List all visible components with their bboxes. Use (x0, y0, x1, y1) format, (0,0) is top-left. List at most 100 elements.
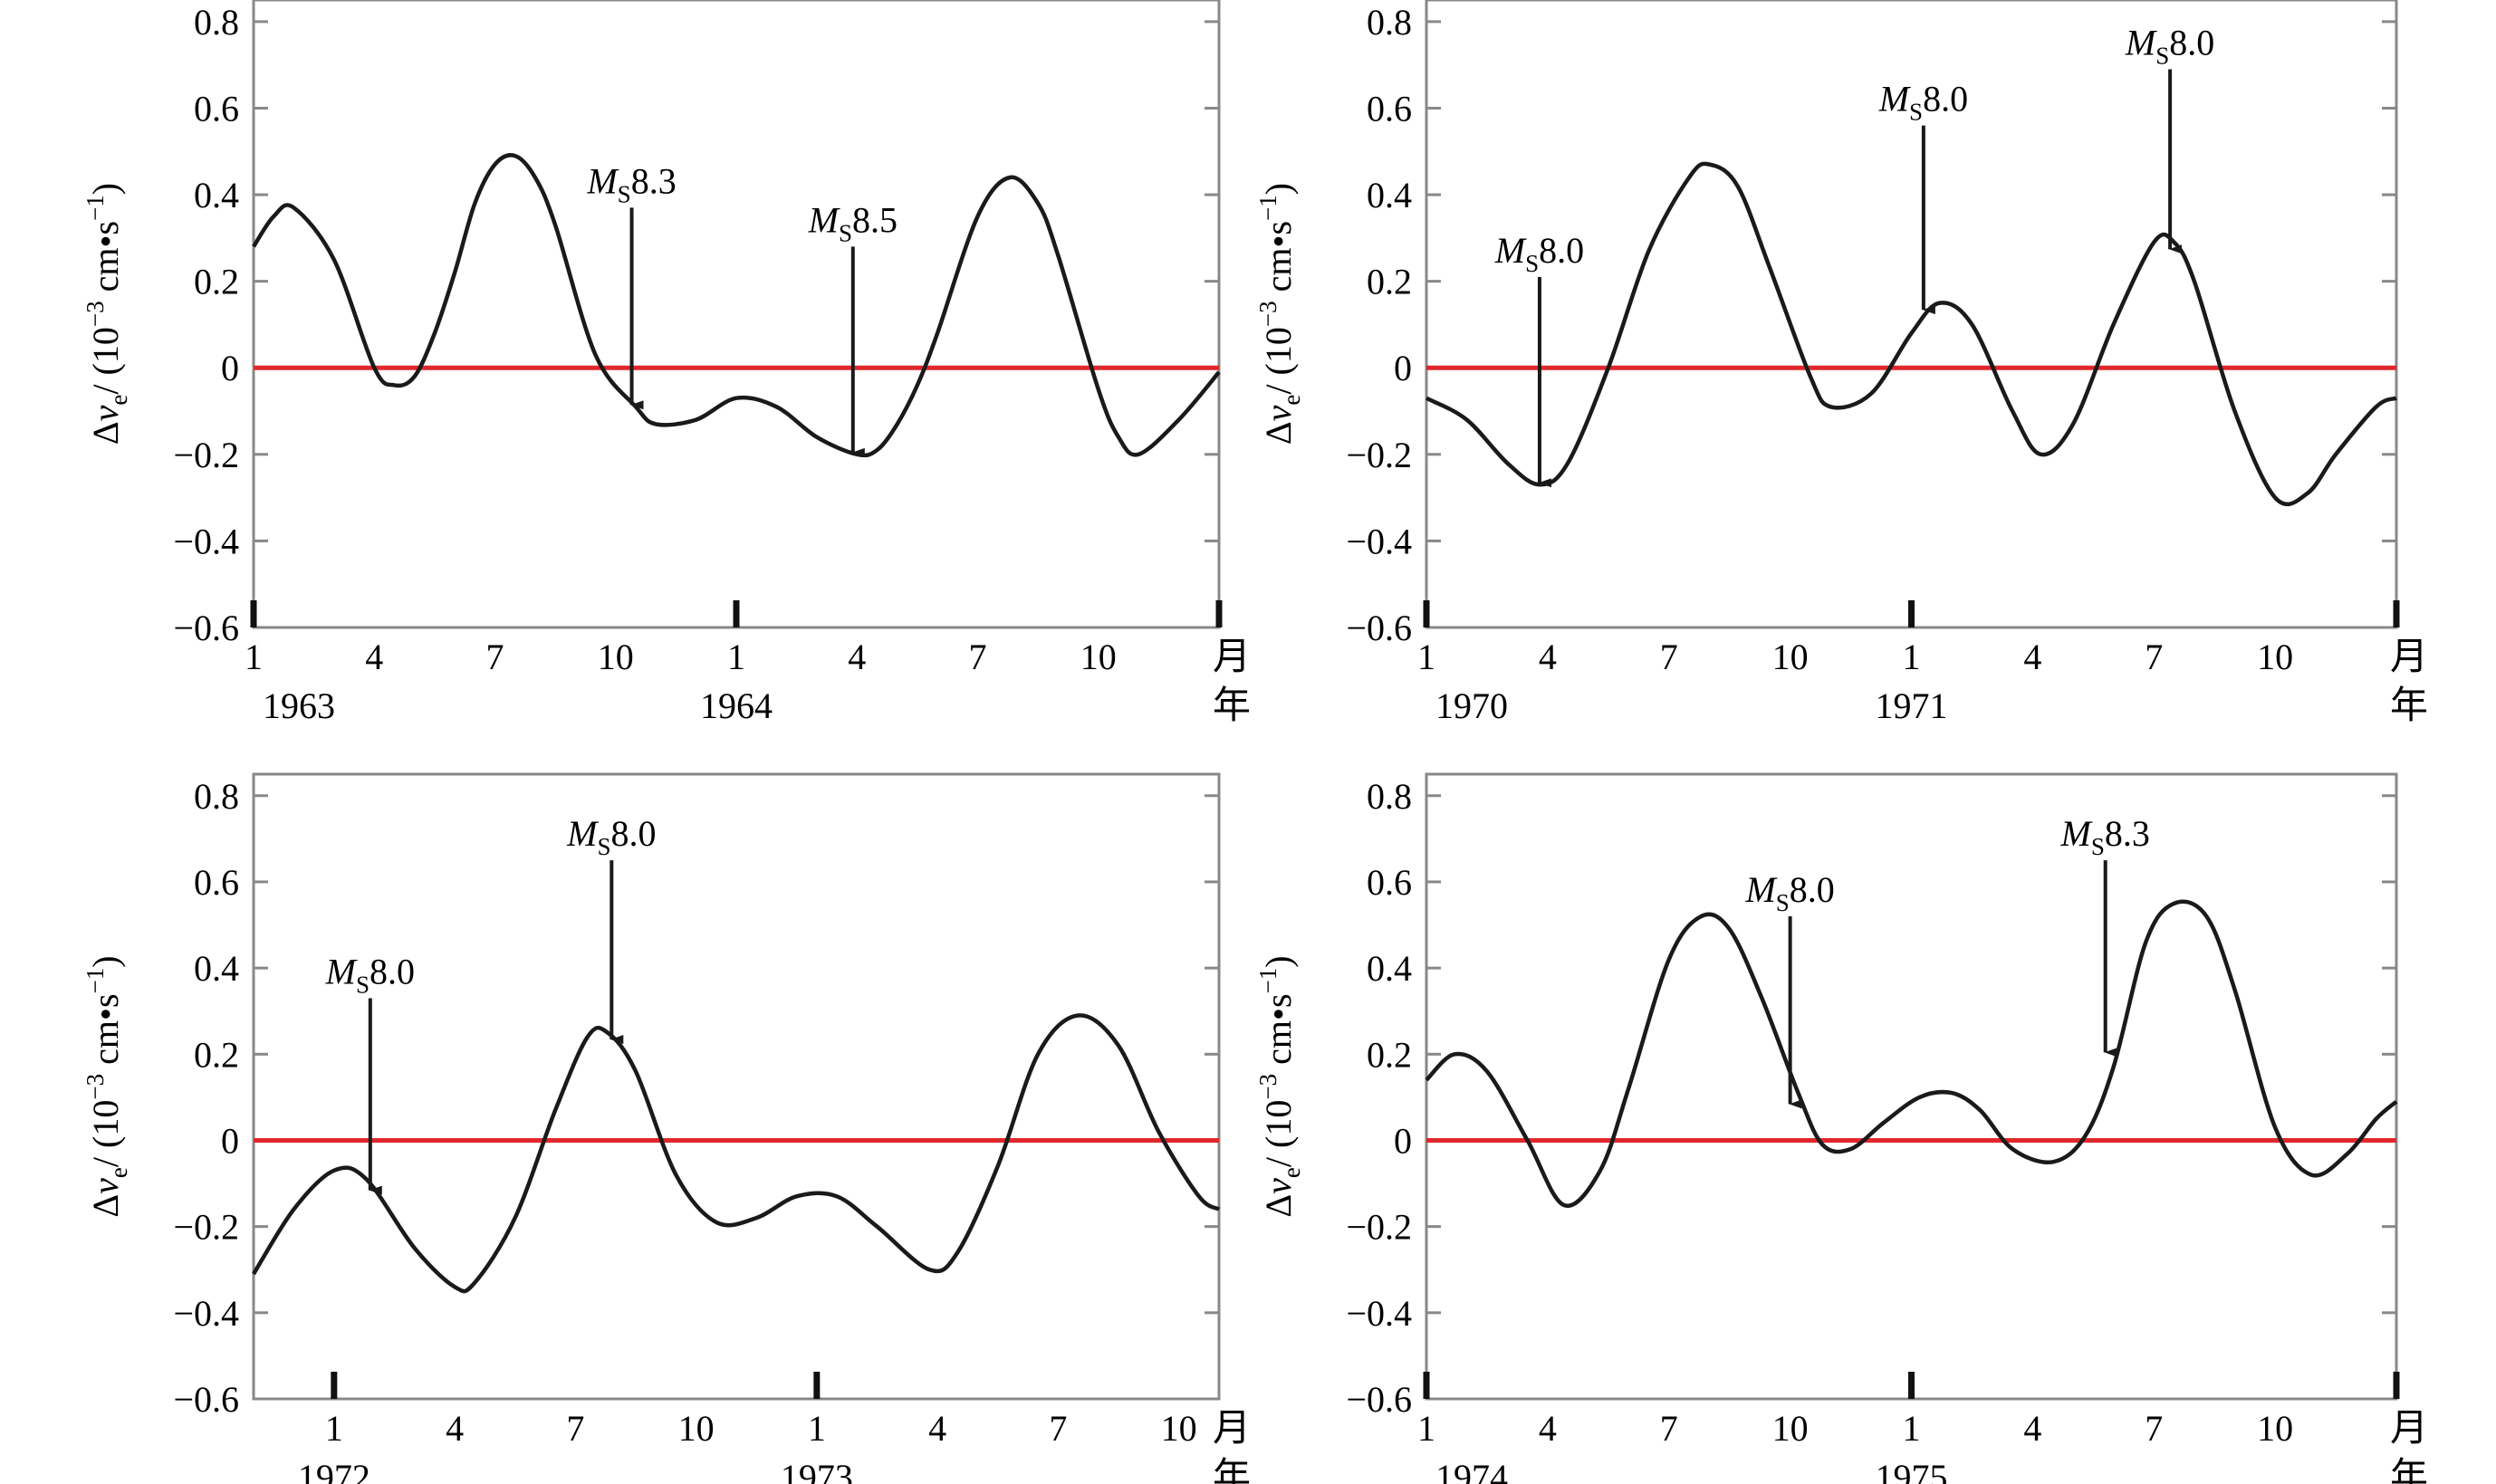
y-tick-label: 0 (1394, 348, 1412, 388)
month-unit-label: 月 (2390, 637, 2428, 678)
y-tick-label: 0.8 (1367, 2, 1412, 43)
y-tick-label: −0.4 (173, 1293, 239, 1334)
x-tick-label: 10 (1772, 637, 1809, 677)
x-tick-label: 4 (2023, 1408, 2041, 1449)
y-tick-label: −0.2 (1346, 1207, 1412, 1248)
series-line (1425, 899, 2398, 1208)
x-tick-label: 1 (325, 1408, 343, 1449)
x-tick-label: 4 (365, 637, 383, 677)
year-label: 1963 (263, 685, 335, 726)
y-tick-label: −0.4 (173, 521, 239, 561)
x-tick-label: 1 (1417, 637, 1435, 677)
panel-top-right: 0.8 0.6 0.4 0.2 0 −0.2 −0.4 −0.6 Δve/ (10−3 cm•s… (1254, 0, 2428, 727)
event-label: MS8.0 (2125, 22, 2214, 69)
x-tick-label: 4 (1539, 1408, 1557, 1449)
panel-bottom-left: 0.8 0.6 0.4 0.2 0 −0.2 −0.4 −0.6 Δve/ (10−3 cm•s… (82, 772, 1251, 1484)
y-tick-label: 0.4 (1367, 175, 1412, 215)
y-tick-label: −0.4 (1346, 521, 1412, 561)
series-line (1425, 161, 2397, 507)
y-tick-label: 0.8 (194, 776, 239, 817)
x-tick-label: 1 (727, 637, 745, 677)
event-label: MS8.3 (2060, 813, 2150, 860)
x-tick-label: 7 (566, 1408, 584, 1449)
x-tick-label: 4 (446, 1408, 464, 1449)
y-tick-label: 0 (221, 1120, 239, 1161)
x-tick-label: 1 (1903, 637, 1921, 677)
x-tick-label: 10 (678, 1408, 715, 1449)
year-label: 1974 (1435, 1457, 1508, 1484)
year-unit-label: 年 (1213, 1456, 1251, 1484)
x-tick-label: 7 (1660, 1408, 1678, 1449)
year-unit-label: 年 (2390, 1456, 2428, 1484)
x-tick-label: 4 (1539, 637, 1557, 677)
y-tick-label: 0.8 (194, 2, 239, 43)
y-tick-label: −0.6 (1346, 1379, 1412, 1420)
month-unit-label: 月 (2390, 1408, 2428, 1450)
y-tick-label: −0.2 (1346, 435, 1412, 475)
plot-frame (1425, 772, 2398, 1401)
series-line (252, 1013, 1221, 1294)
panel-bottom-right: 0.8 0.6 0.4 0.2 0 −0.2 −0.4 −0.6 Δve/ (10−3 cm•s… (1254, 772, 2428, 1484)
y-tick-label: 0.2 (194, 1034, 239, 1075)
x-tick-label: 10 (1772, 1408, 1809, 1449)
y-axis-label: Δve/ (10−3 cm•s−1) (1254, 955, 1305, 1217)
y-tick-label: 0 (1394, 1120, 1412, 1161)
x-tick-label: 4 (928, 1408, 946, 1449)
x-tick-label: 1 (1903, 1408, 1921, 1449)
x-tick-label: 10 (598, 637, 634, 677)
y-axis-label: Δve/ (10−3 cm•s−1) (82, 183, 132, 445)
y-axis-label: Δve/ (10−3 cm•s−1) (82, 955, 132, 1217)
year-label: 1973 (781, 1457, 853, 1484)
y-tick-label: 0.8 (1367, 776, 1412, 817)
y-tick-label: 0.6 (1367, 88, 1412, 129)
year-unit-label: 年 (2390, 685, 2428, 727)
event-label: MS8.0 (1494, 230, 1584, 277)
x-tick-label: 7 (969, 637, 987, 677)
event-label: MS8.0 (1744, 869, 1834, 916)
y-tick-label: 0.2 (1367, 262, 1412, 302)
month-unit-label: 月 (1213, 1408, 1251, 1450)
y-tick-label: −0.2 (173, 1207, 239, 1248)
event-label: MS8.0 (1878, 79, 1968, 126)
y-tick-label: 0.4 (194, 948, 239, 989)
x-tick-label: 10 (2257, 1408, 2293, 1449)
y-tick-label: −0.2 (173, 435, 239, 475)
y-tick-label: 0.2 (1367, 1034, 1412, 1075)
year-label: 1972 (298, 1457, 370, 1484)
y-tick-label: −0.6 (173, 608, 239, 648)
x-tick-label: 1 (245, 637, 263, 677)
event-label: MS8.3 (586, 160, 676, 207)
x-tick-label: 7 (2145, 1408, 2163, 1449)
y-axis-label: Δve/ (10−3 cm•s−1) (1254, 183, 1305, 445)
x-tick-label: 7 (486, 637, 504, 677)
y-tick-label: 0.4 (194, 175, 239, 215)
year-label: 1970 (1435, 685, 1508, 726)
y-tick-label: 0.6 (1367, 862, 1412, 903)
y-tick-label: 0 (221, 348, 239, 388)
x-tick-label: 4 (2023, 637, 2041, 677)
y-tick-label: 0.2 (194, 262, 239, 302)
y-tick-label: 0.6 (194, 862, 239, 903)
x-tick-label: 10 (1080, 637, 1117, 677)
y-tick-label: 0.4 (1367, 948, 1412, 989)
year-unit-label: 年 (1213, 685, 1251, 727)
series-line (252, 153, 1221, 458)
y-tick-label: −0.6 (1346, 608, 1412, 648)
year-label: 1964 (700, 685, 773, 726)
event-label: MS8.0 (325, 951, 415, 998)
event-label: MS8.0 (566, 813, 656, 860)
month-unit-label: 月 (1213, 637, 1251, 678)
x-tick-label: 10 (1161, 1408, 1197, 1449)
y-tick-label: −0.6 (173, 1379, 239, 1420)
x-tick-label: 1 (808, 1408, 826, 1449)
year-label: 1971 (1876, 685, 1948, 726)
x-tick-label: 7 (2145, 637, 2163, 677)
x-tick-label: 7 (1049, 1408, 1067, 1449)
plot-frame (252, 772, 1221, 1401)
y-tick-label: −0.4 (1346, 1293, 1412, 1334)
y-tick-label: 0.6 (194, 88, 239, 129)
event-label: MS8.5 (808, 199, 898, 246)
x-tick-label: 4 (848, 637, 866, 677)
year-label: 1975 (1876, 1457, 1948, 1484)
